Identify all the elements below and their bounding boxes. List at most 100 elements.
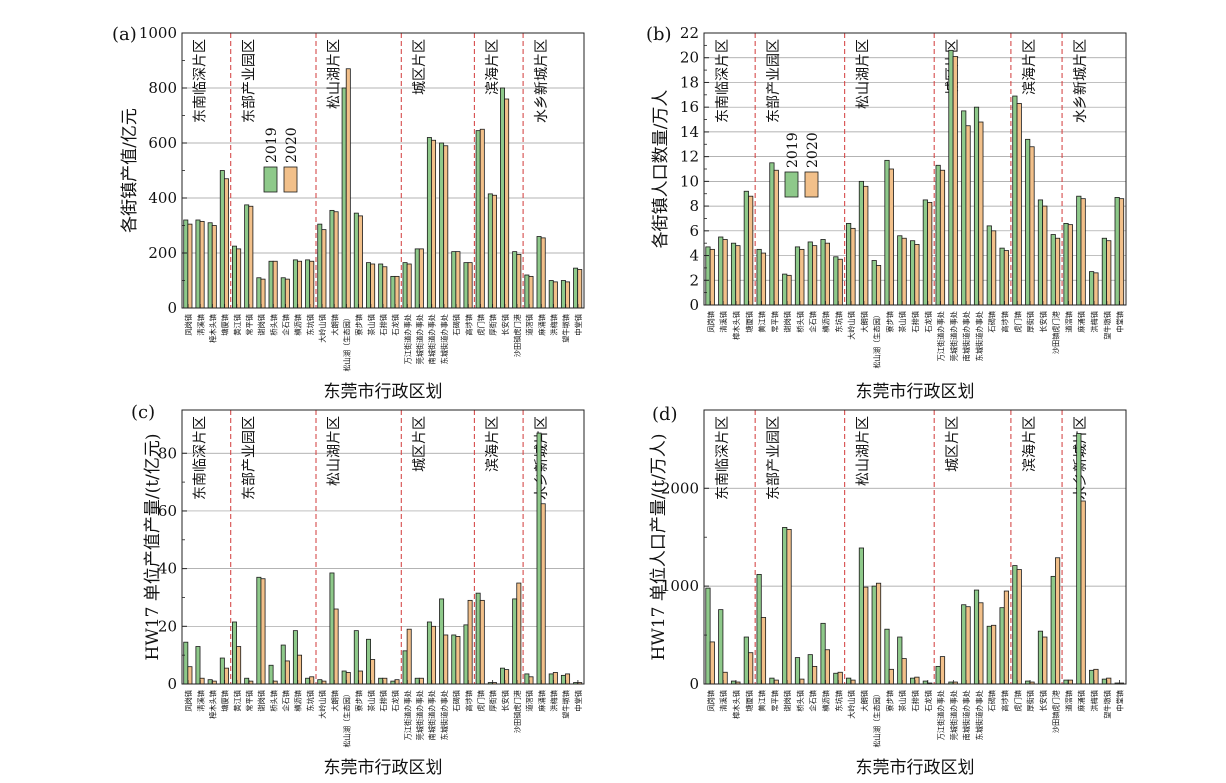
x-tick-label: 东坑镇 <box>306 690 315 712</box>
x-tick-label: 南城街道办事处 <box>428 690 437 740</box>
x-tick-label: 企石镇 <box>282 690 291 712</box>
bar-2019 <box>884 159 890 306</box>
region-label: 松山湖片区 <box>856 39 872 109</box>
x-tick-label: 中堂镇 <box>1116 690 1125 712</box>
bar-2020 <box>991 624 997 685</box>
bar-2020 <box>709 641 715 685</box>
bar-2019 <box>268 664 274 685</box>
x-tick-label: 横沥镇 <box>821 690 830 712</box>
bar-2019 <box>268 260 274 309</box>
y-tick-label: 22 <box>680 24 699 42</box>
bar-2020 <box>333 211 339 309</box>
bar-2019 <box>256 277 262 309</box>
bar-2020 <box>1080 198 1086 306</box>
bar-2020 <box>786 528 792 685</box>
bar-2019 <box>475 130 481 309</box>
bar-2019 <box>183 641 189 685</box>
bar-2020 <box>309 260 315 309</box>
region-label: 水乡新城片区 <box>1073 39 1089 123</box>
bar-2019 <box>935 665 941 685</box>
x-tick-label: 石龙镇 <box>924 690 933 712</box>
x-tick-label: 清溪镇 <box>196 690 205 712</box>
bar-2020 <box>516 582 522 685</box>
bar-2020 <box>1093 272 1099 306</box>
bar-2019 <box>1063 679 1069 685</box>
bar-2019 <box>366 262 371 309</box>
bar-2019 <box>207 679 213 685</box>
bar-2020 <box>443 145 449 309</box>
legend-swatch-2020 <box>804 171 819 198</box>
bar-2019 <box>524 274 530 309</box>
bar-2019 <box>794 657 801 685</box>
x-tick-label: 中堂镇 <box>1116 311 1125 333</box>
bar-2019 <box>910 677 916 685</box>
bar-2020 <box>284 278 290 309</box>
bar-2020 <box>748 652 754 685</box>
bar-2019 <box>560 280 566 309</box>
bar-2019 <box>341 87 347 309</box>
bar-2019 <box>378 677 384 685</box>
bar-2019 <box>782 273 788 306</box>
bar-2019 <box>1101 237 1107 306</box>
bar-2020 <box>394 275 400 309</box>
bar-2019 <box>256 576 262 685</box>
legend-label: 2019 <box>785 132 801 168</box>
bar-2019 <box>1050 234 1056 306</box>
x-tick-label: 万江街道办事处 <box>937 311 946 361</box>
bar-2020 <box>199 220 205 309</box>
bar-2020 <box>467 599 473 685</box>
x-tick-label: 莞城街道办事处 <box>416 690 425 740</box>
bar-2019 <box>986 225 992 306</box>
x-tick-label: 石碣镇 <box>452 690 461 712</box>
region-label: 城区片区 <box>945 416 961 472</box>
y-tick-label: 80 <box>158 444 177 462</box>
panel-label: (c) <box>131 402 155 423</box>
bar-2019 <box>353 630 359 685</box>
x-tick-label: 万江街道办事处 <box>403 314 412 364</box>
x-tick-label: 茶山镇 <box>367 314 376 336</box>
bar-2020 <box>1003 250 1010 306</box>
bar-2019 <box>512 598 518 685</box>
bar-2019 <box>897 636 903 685</box>
bar-2019 <box>961 110 967 306</box>
bar-2019 <box>705 587 711 685</box>
x-tick-label: 厚街镇 <box>1026 690 1035 712</box>
bar-2019 <box>730 242 737 306</box>
bar-2019 <box>232 621 237 685</box>
x-tick-label: 虎门镇 <box>476 314 485 336</box>
bar-2019 <box>1025 138 1031 306</box>
bar-2019 <box>195 219 201 309</box>
x-tick-label: 石碣镇 <box>988 311 997 333</box>
bar-2020 <box>187 223 193 309</box>
bar-2020 <box>491 194 497 309</box>
x-tick-label: 道滘镇 <box>1064 690 1073 712</box>
bar-2020 <box>333 608 339 685</box>
bar-2019 <box>1012 95 1018 306</box>
bar-2020 <box>965 125 971 306</box>
bar-2019 <box>782 527 788 685</box>
bar-2020 <box>799 248 805 306</box>
x-tick-label: 东坑镇 <box>306 314 315 336</box>
x-tick-label: 沙田镇虎门港 <box>513 689 522 733</box>
y-tick-label: 2 <box>689 271 699 289</box>
bar-2019 <box>1076 195 1082 306</box>
bar-2019 <box>1076 433 1082 685</box>
x-tick-label: 凤岗镇 <box>184 690 193 712</box>
x-axis-title: 东莞市行政区划 <box>856 758 975 778</box>
bar-2020 <box>978 121 984 306</box>
bar-2019 <box>232 245 237 309</box>
bar-2019 <box>487 193 493 309</box>
x-tick-label: 石排镇 <box>379 690 388 712</box>
x-tick-label: 桥头镇 <box>269 690 278 712</box>
x-tick-label: 高埗镇 <box>1001 690 1010 712</box>
x-tick-label: 黄江镇 <box>233 314 242 336</box>
x-tick-label: 塘厦镇 <box>221 314 230 336</box>
bar-2020 <box>1029 146 1035 306</box>
bar-2019 <box>244 677 250 685</box>
bar-2019 <box>961 604 967 685</box>
x-tick-label: 万江街道办事处 <box>403 690 412 740</box>
bar-2019 <box>183 219 189 309</box>
x-tick-label: 石龙镇 <box>924 311 933 333</box>
bar-2020 <box>406 628 412 685</box>
x-tick-label: 虎门镇 <box>476 690 485 712</box>
